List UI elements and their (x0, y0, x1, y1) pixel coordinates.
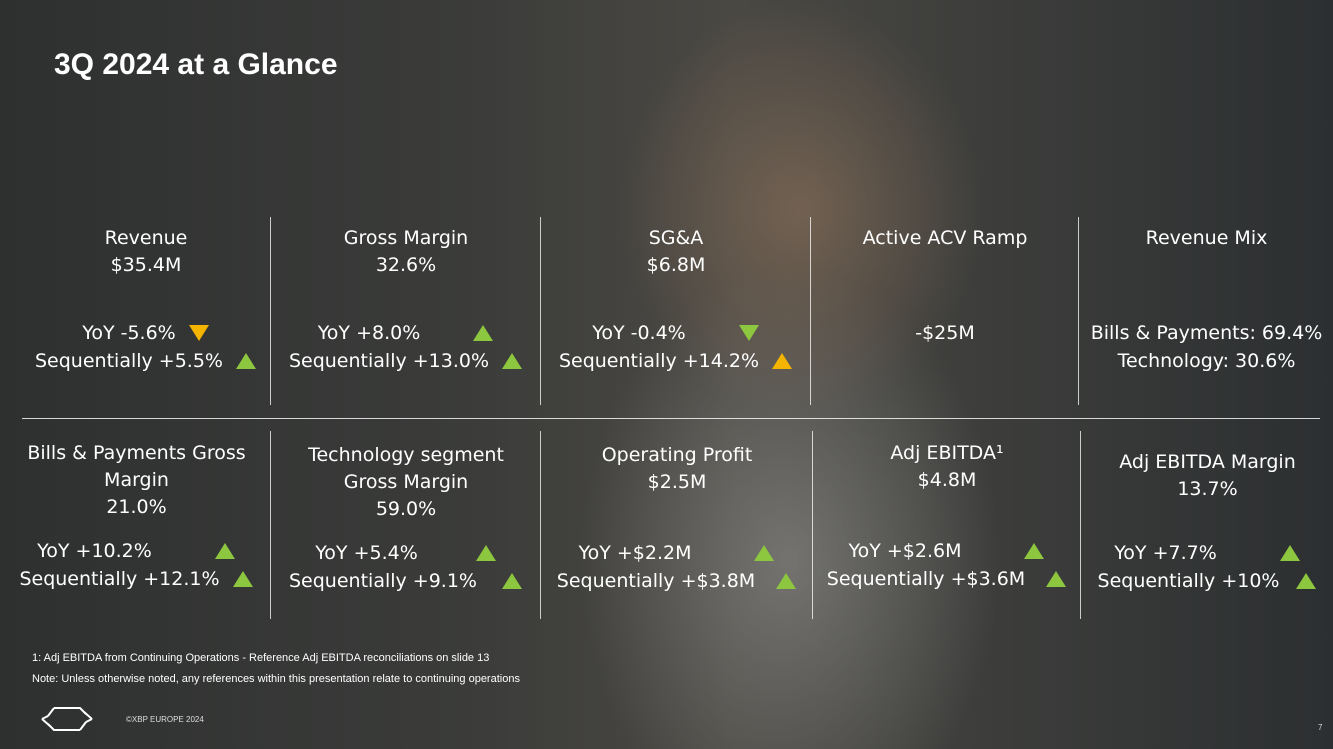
seq-row: Sequentially +10% (1082, 567, 1333, 595)
kpi-value: $2.5M (647, 471, 707, 493)
kpi-title: Adj EBITDA Margin (1119, 451, 1296, 473)
seq-text: Sequentially +13.0% (288, 350, 490, 372)
horizontal-divider (22, 418, 1320, 419)
slide-title: 3Q 2024 at a Glance (54, 48, 338, 81)
yoy-row: YoY +10.2% (14, 537, 259, 565)
kpi-title-line2: Gross Margin (343, 471, 469, 493)
seq-row: Sequentially +5.5% (22, 347, 270, 375)
triangle-up-icon (232, 571, 253, 587)
footnote-adj-ebitda: 1: Adj EBITDA from Continuing Operations… (32, 652, 490, 664)
kpi-value: $6.8M (646, 254, 706, 276)
kpi-revenue: Revenue $35.4M YoY -5.6% Sequentially +5… (22, 225, 270, 375)
divider (270, 217, 271, 405)
seq-row: Sequentially +$3.8M (542, 567, 812, 595)
seq-text: Sequentially +$3.6M (826, 568, 1026, 590)
divider (540, 217, 541, 405)
kpi-value: 13.7% (1177, 478, 1238, 500)
kpi-operating-profit: Operating Profit $2.5M YoY +$2.2M Sequen… (542, 442, 812, 595)
kpi-bills-payments-gm: Bills & Payments Gross Margin 21.0% YoY … (14, 440, 259, 593)
triangle-up-icon (502, 573, 522, 589)
seq-text: Sequentially +$3.8M (556, 570, 756, 592)
kpi-value: $4.8M (917, 469, 977, 491)
divider (812, 431, 813, 619)
triangle-up-icon (502, 353, 523, 369)
kpi-value: 32.6% (375, 254, 437, 276)
kpi-title: Operating Profit (601, 444, 753, 466)
triangle-up-icon (473, 325, 494, 341)
yoy-text: YoY +5.4% (315, 542, 418, 564)
kpi-title: Revenue (104, 227, 188, 249)
seq-text: Sequentially +5.5% (35, 350, 223, 372)
seq-text: Sequentially +9.1% (289, 570, 477, 592)
kpi-title: Gross Margin (343, 227, 469, 249)
triangle-up-icon (214, 543, 235, 559)
yoy-text: YoY +7.7% (1114, 542, 1217, 564)
kpi-title-line2: Margin (104, 469, 169, 491)
triangle-down-icon (738, 325, 759, 341)
kpi-revenue-mix: Revenue Mix Bills & Payments: 69.4% Tech… (1080, 225, 1333, 375)
yoy-row: YoY -5.6% (22, 319, 270, 347)
seq-text: Sequentially +10% (1097, 570, 1280, 592)
seq-row: Sequentially +9.1% (272, 567, 540, 595)
yoy-row: YoY -0.4% (542, 319, 810, 347)
triangle-up-icon (1024, 543, 1045, 559)
seq-row: Sequentially +$3.6M (814, 565, 1080, 593)
yoy-text: YoY +$2.6M (848, 540, 962, 562)
kpi-value: 21.0% (106, 496, 167, 518)
kpi-title: SG&A (648, 227, 704, 249)
yoy-row: YoY +5.4% (272, 539, 540, 567)
kpi-technology-gm: Technology segment Gross Margin 59.0% Yo… (272, 442, 540, 595)
mix-bills: Bills & Payments: 69.4% (1090, 322, 1323, 344)
mix-technology: Technology: 30.6% (1117, 350, 1296, 372)
xbp-arrows-logo-icon (41, 707, 93, 731)
seq-row: Sequentially +14.2% (542, 347, 810, 375)
yoy-text: YoY +8.0% (317, 322, 421, 344)
kpi-value: -$25M (915, 322, 975, 344)
kpi-adj-ebitda-margin: Adj EBITDA Margin 13.7% YoY +7.7% Sequen… (1082, 449, 1333, 595)
page-number: 7 (1318, 723, 1323, 732)
triangle-up-icon (1279, 545, 1300, 561)
kpi-title: Active ACV Ramp (862, 227, 1028, 249)
yoy-text: YoY +10.2% (37, 540, 152, 562)
triangle-up-icon (475, 545, 496, 561)
kpi-adj-ebitda: Adj EBITDA¹ $4.8M YoY +$2.6M Sequentiall… (814, 440, 1080, 593)
yoy-row: YoY +7.7% (1082, 539, 1333, 567)
seq-row: Sequentially +12.1% (14, 565, 259, 593)
divider (810, 217, 811, 405)
seq-text: Sequentially +14.2% (558, 350, 760, 372)
kpi-title: Technology segment (308, 444, 504, 466)
yoy-row: YoY +$2.2M (542, 539, 812, 567)
kpi-title: Revenue Mix (1145, 227, 1268, 249)
yoy-text: YoY -0.4% (592, 322, 686, 344)
yoy-row: YoY +8.0% (272, 319, 540, 347)
kpi-gross-margin: Gross Margin 32.6% YoY +8.0% Sequentiall… (272, 225, 540, 375)
triangle-up-icon (772, 353, 793, 369)
copyright: ©XBP EUROPE 2024 (126, 715, 204, 724)
divider (1080, 431, 1081, 619)
divider (270, 431, 271, 619)
footnote-continuing-ops: Note: Unless otherwise noted, any refere… (32, 673, 520, 685)
triangle-up-icon (754, 545, 775, 561)
kpi-value: $35.4M (110, 254, 182, 276)
kpi-sga: SG&A $6.8M YoY -0.4% Sequentially +14.2% (542, 225, 810, 375)
triangle-up-icon (1046, 571, 1067, 587)
yoy-text: YoY +$2.2M (578, 542, 692, 564)
triangle-down-icon (188, 325, 209, 341)
kpi-title: Adj EBITDA¹ (890, 442, 1004, 464)
kpi-title: Bills & Payments Gross (27, 442, 246, 464)
seq-text: Sequentially +12.1% (19, 568, 220, 590)
yoy-text: YoY -5.6% (82, 322, 176, 344)
yoy-row: YoY +$2.6M (814, 537, 1080, 565)
seq-row: Sequentially +13.0% (272, 347, 540, 375)
kpi-value: 59.0% (375, 498, 437, 520)
triangle-up-icon (1296, 573, 1317, 589)
triangle-up-icon (236, 353, 256, 369)
kpi-active-acv-ramp: Active ACV Ramp -$25M (812, 225, 1078, 347)
triangle-up-icon (776, 573, 797, 589)
divider (540, 431, 541, 619)
divider (1078, 217, 1079, 405)
